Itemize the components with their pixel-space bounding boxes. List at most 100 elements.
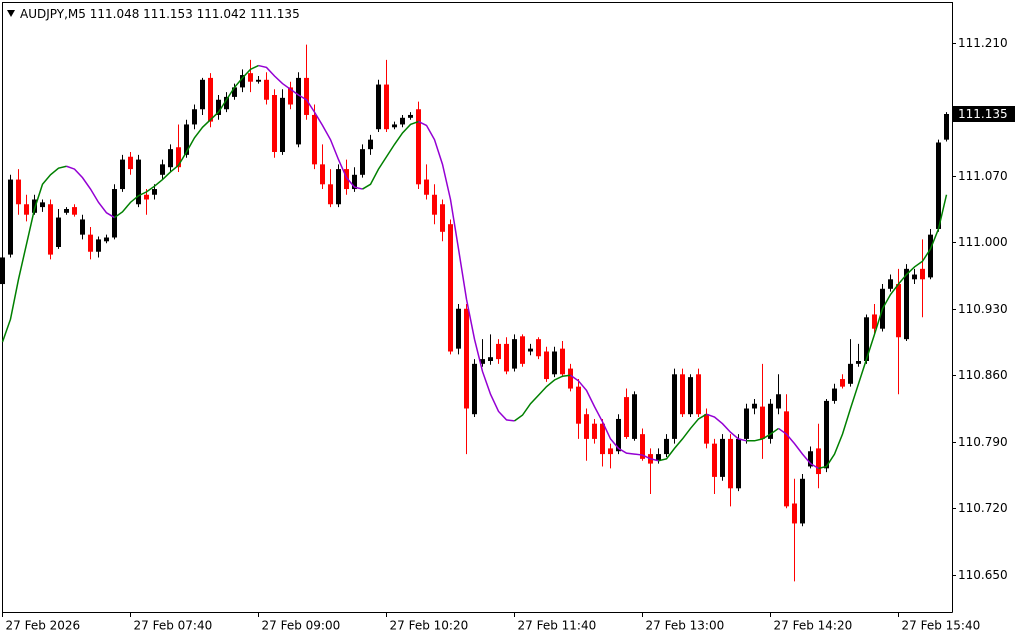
y-tick-label: 111.000 [958, 235, 1008, 249]
candle-body [624, 397, 629, 437]
candle-body [496, 343, 501, 360]
candle-body [0, 257, 5, 285]
y-tick-label: 111.210 [958, 36, 1008, 50]
candle-body [616, 418, 621, 452]
moving-average [706, 413, 747, 442]
price-tag [953, 106, 1015, 122]
candle-body [504, 343, 509, 372]
candle-body [600, 423, 605, 455]
candle-body [216, 99, 221, 115]
y-tick-label: 110.930 [958, 302, 1008, 316]
candle-body [632, 394, 637, 439]
candle-body [8, 179, 13, 255]
candle-body [560, 348, 565, 375]
candle-body [344, 169, 349, 190]
candle-body [328, 184, 333, 205]
collapse-triangle [7, 10, 15, 17]
header-low: 111.042 [197, 7, 247, 21]
candle-body [248, 73, 253, 82]
x-tick-label: 27 Feb 10:20 [390, 619, 469, 633]
candle-body [72, 207, 77, 215]
candle-body [888, 279, 893, 289]
candle-body [424, 179, 429, 195]
candle-body [544, 351, 549, 380]
moving-average [778, 427, 819, 469]
candle-body [192, 109, 197, 125]
candle-body [384, 84, 389, 130]
candle-body [272, 95, 277, 152]
candle-body [352, 174, 357, 190]
candle-body [744, 408, 749, 439]
candle-body [752, 403, 757, 409]
moving-average [258, 64, 363, 190]
candle-body [136, 159, 141, 205]
candle-body [920, 268, 925, 280]
candle-body [488, 357, 493, 361]
candle-body [144, 194, 149, 200]
candle-body [240, 75, 245, 88]
candle-body [480, 359, 485, 364]
candle-body [304, 77, 309, 115]
candle-body [936, 142, 941, 229]
candle-body [864, 317, 869, 361]
candle-body [816, 448, 821, 475]
candle-body [120, 159, 125, 190]
candle-body [128, 156, 133, 170]
moving-average [66, 165, 115, 219]
candle-body [408, 114, 413, 118]
candle-body [200, 79, 205, 110]
candle-body [912, 274, 917, 280]
candle-body [48, 204, 53, 255]
candle-body [856, 361, 861, 364]
candle-body [528, 348, 533, 352]
candle-body [872, 314, 877, 329]
candle-body [904, 268, 909, 340]
candle-body [464, 308, 469, 409]
candle-body [776, 394, 781, 409]
candle-body [536, 339, 541, 357]
candle-body [376, 84, 381, 130]
y-tick-label: 110.790 [958, 435, 1008, 449]
x-tick-label: 27 Feb 2026 [6, 619, 81, 633]
moving-average [362, 120, 419, 190]
candle-body [112, 189, 117, 238]
candle-body [584, 414, 589, 439]
moving-average [818, 194, 948, 470]
header-close: 111.135 [250, 7, 300, 21]
moving-average [418, 120, 515, 422]
candle-body [672, 374, 677, 439]
y-tick-label: 111.070 [958, 169, 1008, 183]
candle-body [40, 202, 45, 208]
candle-body [664, 438, 669, 455]
x-tick-label: 27 Feb 15:40 [902, 619, 981, 633]
candle-body [808, 451, 813, 467]
candle-body [184, 124, 189, 155]
candle-body [792, 503, 797, 524]
candle-body [256, 79, 261, 82]
price-tag-label: 111.135 [958, 107, 1008, 121]
candle-body [56, 217, 61, 247]
moving-average [114, 64, 259, 219]
moving-average [746, 427, 779, 442]
candle-body [416, 109, 421, 185]
header-open: 111.048 [90, 7, 140, 21]
candle-body [552, 351, 557, 375]
candle-body [568, 368, 573, 389]
candle-body [800, 478, 805, 524]
candle-body [784, 411, 789, 507]
candle-body [832, 388, 837, 401]
candle-body [928, 234, 933, 278]
candle-body [640, 434, 645, 459]
candle-body [704, 414, 709, 444]
candle-body [32, 199, 37, 213]
candle-body [760, 406, 765, 439]
candle-body [152, 189, 157, 195]
candle-body [696, 374, 701, 415]
y-tick-label: 110.650 [958, 568, 1008, 582]
candle-body [64, 209, 69, 213]
candle-body [656, 454, 661, 461]
x-tick-label: 27 Feb 09:00 [262, 619, 341, 633]
candle-body [360, 149, 365, 175]
candle-body [336, 169, 341, 205]
